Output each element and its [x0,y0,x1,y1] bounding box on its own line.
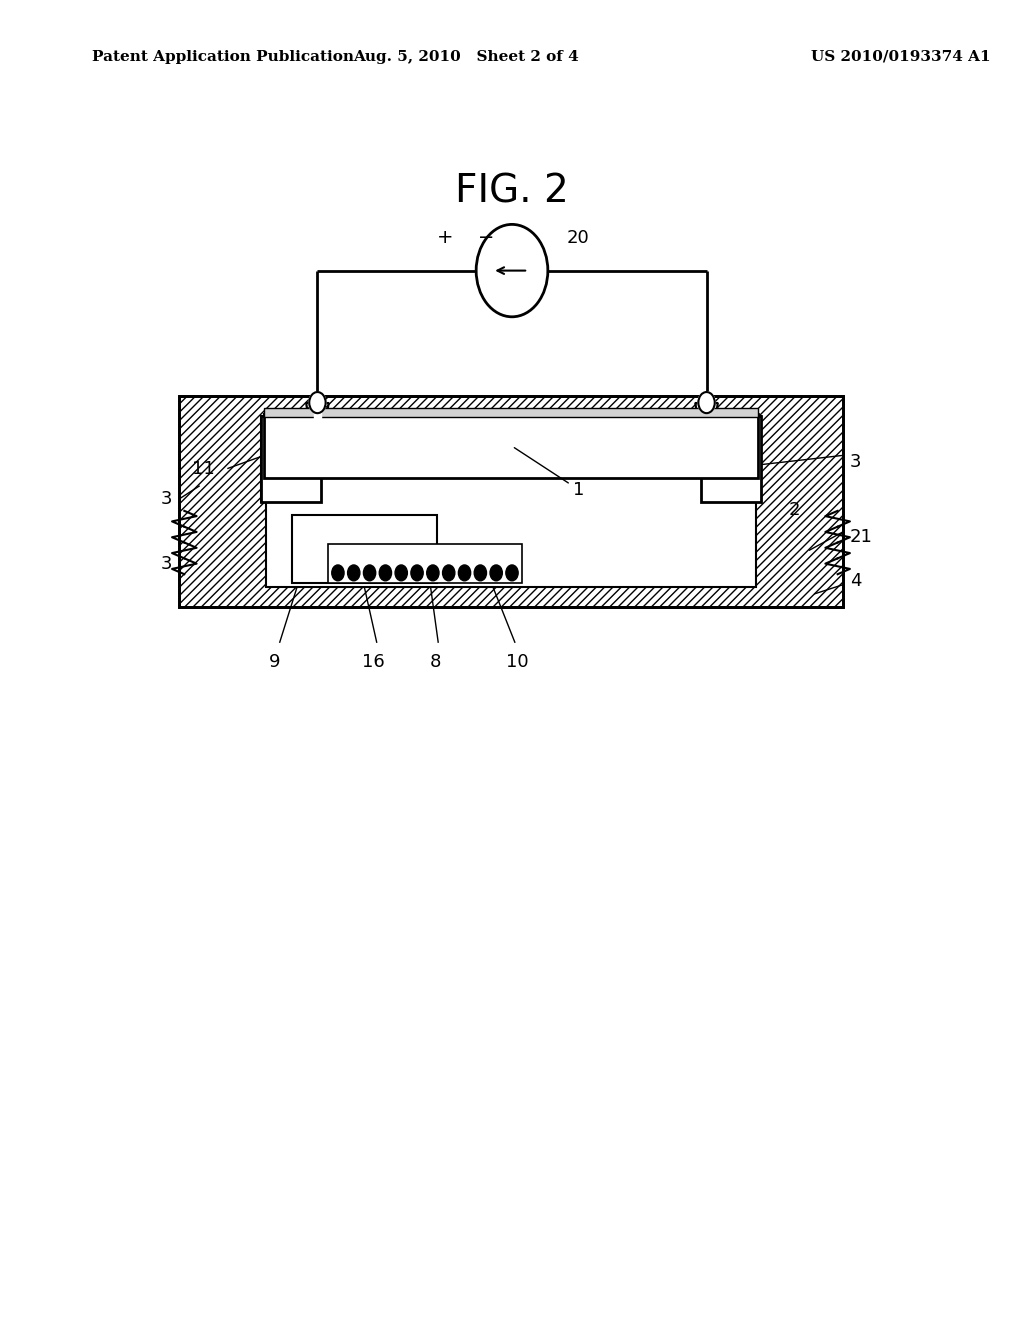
Circle shape [379,565,391,581]
Circle shape [364,565,376,581]
Bar [264,414,758,478]
Text: Patent Application Publication: Patent Application Publication [92,50,354,63]
Text: 20: 20 [566,228,589,247]
Circle shape [459,565,471,581]
Text: Aug. 5, 2010   Sheet 2 of 4: Aug. 5, 2010 Sheet 2 of 4 [353,50,579,63]
Bar [179,396,843,607]
Bar [264,408,758,417]
Text: 1: 1 [514,447,585,499]
Bar [292,515,437,583]
Text: 3: 3 [850,453,861,471]
Circle shape [332,565,344,581]
Circle shape [442,565,455,581]
Text: 8: 8 [429,653,441,672]
Bar [701,416,761,502]
Text: 16: 16 [362,653,385,672]
Text: US 2010/0193374 A1: US 2010/0193374 A1 [811,50,991,63]
Text: 3: 3 [161,554,172,573]
Circle shape [427,565,439,581]
Bar [179,396,843,607]
Bar [266,442,756,587]
Bar [701,416,761,502]
Circle shape [490,565,503,581]
Text: +: + [437,228,454,247]
Text: 11: 11 [193,459,215,478]
Text: FIG. 2: FIG. 2 [455,173,569,210]
Text: 10: 10 [506,653,528,672]
Circle shape [474,565,486,581]
Bar [261,416,321,502]
Circle shape [698,392,715,413]
Text: −: − [478,228,495,247]
Bar [264,414,758,478]
Text: 4: 4 [850,572,861,590]
Circle shape [395,565,408,581]
Circle shape [411,565,423,581]
Text: 2: 2 [788,500,800,519]
Bar [261,416,321,502]
Circle shape [347,565,359,581]
Text: 21: 21 [850,528,872,546]
Bar [328,544,522,583]
Text: 9: 9 [268,653,281,672]
Bar [179,396,843,607]
Circle shape [309,392,326,413]
Circle shape [506,565,518,581]
Text: 3: 3 [161,490,172,508]
